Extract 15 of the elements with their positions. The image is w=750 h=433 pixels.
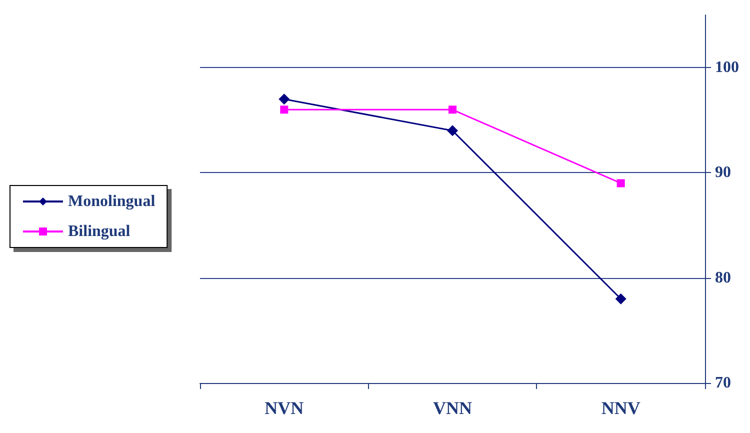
- x-tick-label: VNN: [433, 398, 472, 418]
- y-tick-label: 80: [715, 269, 731, 286]
- legend-label: Bilingual: [68, 223, 131, 240]
- point: [278, 94, 290, 105]
- legend-label: Monolingual: [68, 193, 156, 210]
- y-tick-label: 70: [715, 374, 731, 392]
- point: [448, 106, 456, 114]
- point: [616, 179, 625, 188]
- point: [280, 106, 288, 114]
- y-tick-label: 90: [715, 164, 731, 182]
- x-tick-label: NNV: [601, 398, 640, 418]
- y-tick-label: 100: [715, 59, 739, 76]
- point: [615, 293, 626, 304]
- point: [447, 125, 458, 136]
- x-tick-label: NVN: [264, 398, 304, 418]
